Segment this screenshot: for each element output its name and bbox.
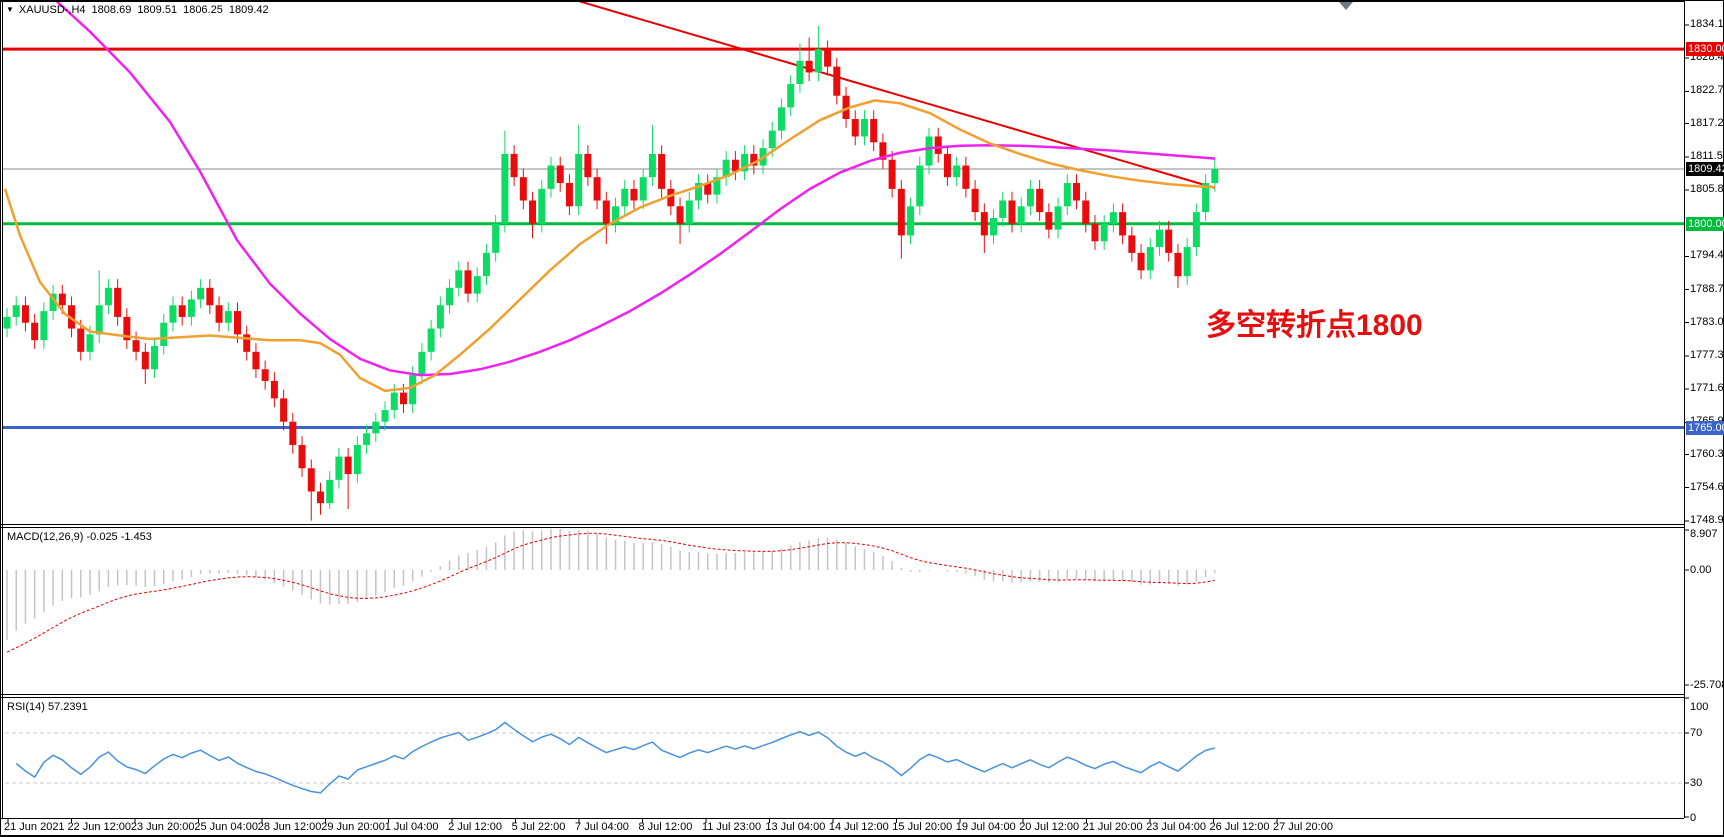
symbol-dropdown-icon[interactable]: ▼ bbox=[6, 5, 14, 14]
main-panel-layer bbox=[2, 0, 1684, 521]
current-price-tag: 1809.42 bbox=[1686, 161, 1724, 176]
price-tick-label: 1805.80 bbox=[1690, 183, 1724, 196]
price-tick-label: 1788.70 bbox=[1690, 282, 1724, 295]
symbol-timeframe-label: XAUUSD-,H4 bbox=[18, 4, 86, 16]
rsi-tick-label: 70 bbox=[1690, 727, 1703, 739]
price-tick-label: 1817.20 bbox=[1690, 116, 1724, 129]
macd-panel-layer bbox=[6, 528, 1216, 653]
price-tick-label: 1783.00 bbox=[1690, 315, 1724, 328]
ma-fast-line bbox=[3, 99, 1216, 393]
rsi-tick-label: 30 bbox=[1690, 777, 1703, 789]
price-level-tag: 1800.00 bbox=[1686, 216, 1724, 231]
price-tick-label: 1748.95 bbox=[1690, 513, 1724, 526]
time-tick-label: 25 Jun 04:00 bbox=[194, 821, 258, 833]
chart-annotation-text: 多空转折点1800 bbox=[1206, 309, 1423, 342]
price-level-tag: 1830.00 bbox=[1686, 42, 1724, 57]
time-tick-label: 15 Jul 20:00 bbox=[892, 821, 953, 833]
price-tick-label: 1771.60 bbox=[1690, 382, 1724, 395]
ohlc-low: 1806.25 bbox=[183, 4, 223, 16]
time-tick-label: 21 Jun 2021 bbox=[4, 821, 65, 833]
ohlc-open: 1808.69 bbox=[91, 4, 132, 16]
time-tick-label: 21 Jul 20:00 bbox=[1082, 821, 1143, 833]
time-tick-label: 8 Jul 12:00 bbox=[638, 821, 693, 833]
price-tick-label: 1822.75 bbox=[1690, 84, 1724, 97]
candles-layer bbox=[3, 25, 1219, 521]
macd-tick-label: 0.00 bbox=[1690, 564, 1712, 576]
time-tick-label: 7 Jul 04:00 bbox=[575, 821, 629, 833]
time-tick-label: 19 Jul 04:00 bbox=[955, 821, 1016, 833]
time-tick-label: 5 Jul 22:00 bbox=[511, 821, 566, 833]
time-tick-label: 23 Jul 04:00 bbox=[1146, 821, 1207, 833]
rsi-value: 57.2391 bbox=[47, 701, 88, 713]
ohlc-high: 1809.51 bbox=[137, 4, 178, 16]
time-tick-label: 14 Jul 12:00 bbox=[828, 821, 889, 833]
chart-shift-marker-icon[interactable] bbox=[1339, 2, 1353, 10]
ohlc-close: 1809.42 bbox=[228, 4, 269, 16]
ma-slow-line bbox=[54, 1, 1216, 377]
rsi-panel-layer bbox=[5, 721, 1684, 794]
time-tick-label: 20 Jul 12:00 bbox=[1019, 821, 1080, 833]
price-tick-label: 1754.65 bbox=[1690, 480, 1724, 493]
macd-indicator-label: MACD(12,26,9) -0.025 -1.453 bbox=[7, 531, 152, 543]
time-tick-label: 1 Jul 04:00 bbox=[384, 821, 439, 833]
price-tick-label: 1760.35 bbox=[1690, 447, 1724, 460]
chart-title-bar: ▼ XAUUSD-,H4 1808.69 1809.51 1806.25 1809.42 bbox=[6, 4, 269, 16]
price-tick-label: 1794.40 bbox=[1690, 249, 1724, 262]
time-tick-label: 13 Jul 04:00 bbox=[765, 821, 826, 833]
rsi-tick-label: 0 bbox=[1690, 812, 1697, 824]
rsi-title: RSI(14) bbox=[7, 701, 45, 713]
price-tick-label: 1834.15 bbox=[1690, 18, 1724, 30]
time-tick-label: 22 Jun 12:00 bbox=[67, 821, 132, 833]
time-tick-label: 28 Jun 12:00 bbox=[257, 821, 322, 833]
macd-signal-line bbox=[6, 532, 1215, 653]
time-tick-label: 29 Jun 20:00 bbox=[321, 821, 385, 833]
macd-tick-label: -25.708 bbox=[1690, 679, 1724, 692]
macd-values: -0.025 -1.453 bbox=[86, 531, 152, 543]
price-tick-label: 1777.30 bbox=[1690, 348, 1724, 361]
time-tick-label: 27 Jul 20:00 bbox=[1273, 821, 1333, 833]
time-tick-label: 23 Jun 20:00 bbox=[130, 821, 195, 833]
rsi-tick-label: 100 bbox=[1690, 701, 1709, 713]
macd-title: MACD(12,26,9) bbox=[7, 531, 84, 543]
price-tick-label: 1811.50 bbox=[1690, 149, 1724, 162]
time-tick-label: 11 Jul 23:00 bbox=[701, 821, 762, 833]
rsi-indicator-label: RSI(14) 57.2391 bbox=[7, 701, 88, 713]
rsi-line bbox=[15, 721, 1216, 794]
trendline[interactable] bbox=[574, 0, 1216, 189]
time-tick-label: 26 Jul 12:00 bbox=[1209, 821, 1270, 833]
time-tick-label: 2 Jul 12:00 bbox=[448, 821, 502, 833]
macd-tick-label: 8.907 bbox=[1690, 528, 1718, 540]
price-level-tag: 1765.00 bbox=[1686, 420, 1724, 435]
